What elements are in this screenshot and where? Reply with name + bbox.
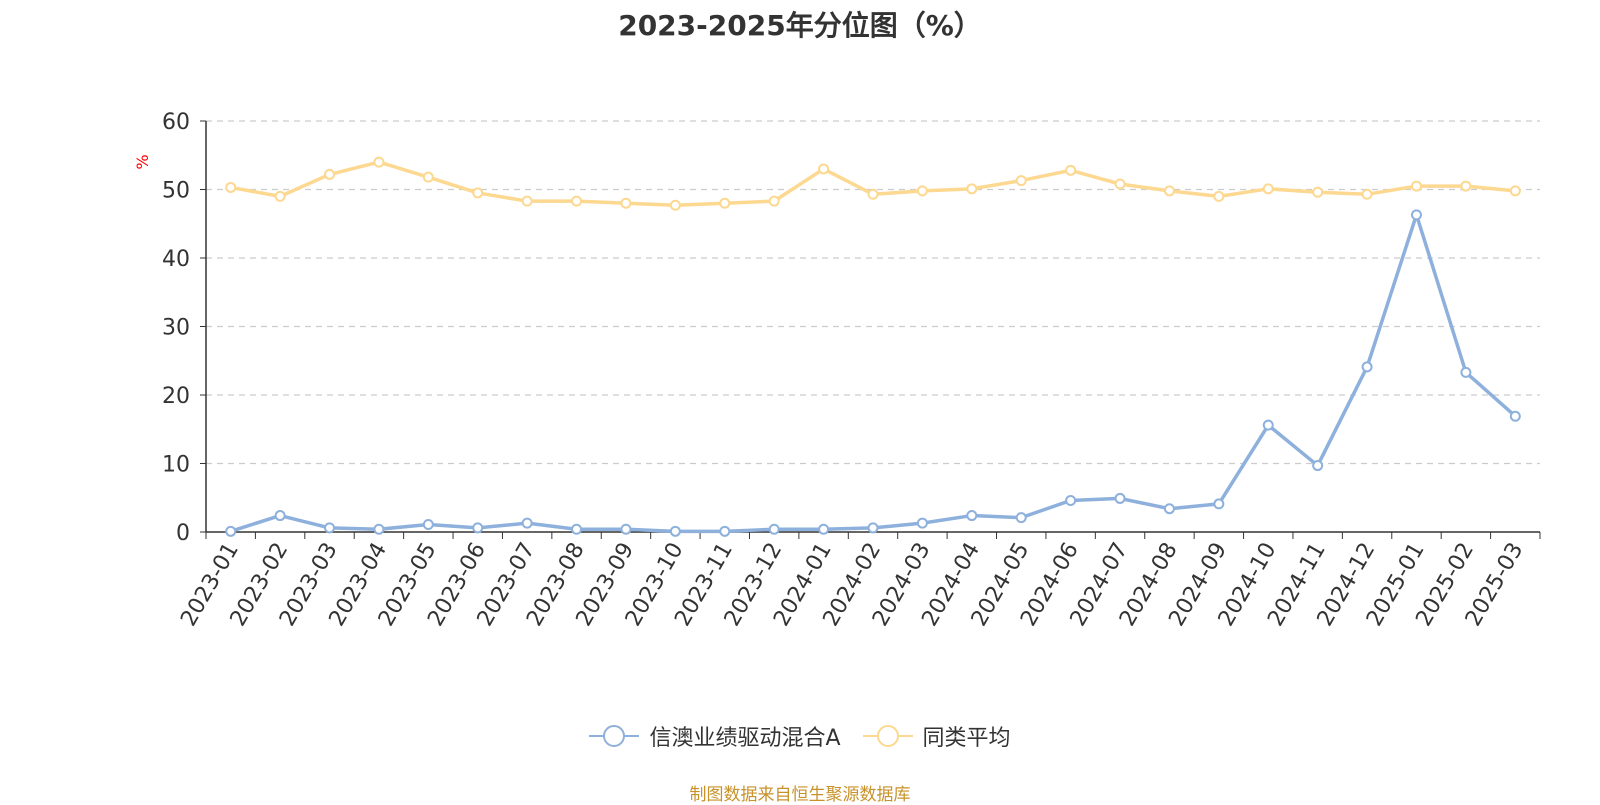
legend-item-series-1[interactable]: 信澳业绩驱动混合A [589,720,841,752]
legend-label-series-1: 信澳业绩驱动混合A [649,726,841,751]
data-point-series-2-2023-08 [571,195,583,207]
data-point-series-2-2023-02 [274,190,286,202]
data-point-series-2-2024-11 [1312,186,1324,198]
data-point-series-2-2025-01 [1410,180,1422,192]
data-point-series-1-2023-09 [620,523,632,535]
data-point-series-1-2023-11 [719,525,731,537]
data-point-series-1-2024-01 [818,523,830,535]
data-point-series-2-2023-06 [472,187,484,199]
data-point-series-1-2024-12 [1361,361,1373,373]
data-point-series-2-2023-03 [324,168,336,180]
data-point-series-2-2023-11 [719,197,731,209]
data-point-series-1-2023-04 [373,523,385,535]
data-point-series-1-2023-07 [521,517,533,529]
y-tick-label-20: 20 [162,384,190,409]
data-point-series-2-2024-04 [966,183,978,195]
y-tick-label-0: 0 [176,521,190,546]
data-point-series-1-2024-03 [916,517,928,529]
y-tick-label-40: 40 [162,247,190,272]
data-point-series-1-2023-06 [472,522,484,534]
y-tick-label-60: 60 [162,110,190,135]
y-tick-label-30: 30 [162,316,190,341]
data-point-series-2-2023-05 [422,171,434,183]
data-point-series-1-2023-05 [422,518,434,530]
data-point-series-1-2024-07 [1114,492,1126,504]
data-point-series-2-2023-09 [620,197,632,209]
data-point-series-1-2023-01 [225,525,237,537]
legend-item-series-2[interactable]: 同类平均 [862,720,1011,752]
data-point-series-1-2024-05 [1015,512,1027,524]
data-point-series-2-2024-06 [1065,164,1077,176]
data-point-series-1-2023-08 [571,523,583,535]
data-point-series-2-2025-02 [1460,180,1472,192]
y-tick-label-50: 50 [162,179,190,204]
data-point-series-1-2023-02 [274,510,286,522]
data-point-series-1-2024-11 [1312,460,1324,472]
data-point-series-2-2024-05 [1015,175,1027,187]
data-point-series-2-2023-10 [669,199,681,211]
data-point-series-2-2023-12 [768,195,780,207]
data-point-series-1-2024-04 [966,510,978,522]
data-point-series-2-2023-01 [225,181,237,193]
data-point-series-2-2024-02 [867,188,879,200]
legend-symbol-series-1 [589,725,640,747]
y-axis-label: % [133,154,152,169]
data-point-series-2-2024-10 [1262,183,1274,195]
data-point-series-2-2025-03 [1509,185,1521,197]
data-point-series-1-2024-10 [1262,419,1274,431]
data-point-series-2-2024-03 [916,185,928,197]
data-point-series-2-2024-09 [1213,190,1225,202]
data-point-series-1-2024-08 [1163,503,1175,515]
data-point-series-1-2024-09 [1213,498,1225,510]
data-point-series-1-2023-12 [768,523,780,535]
data-point-series-2-2024-07 [1114,178,1126,190]
data-point-series-2-2023-07 [521,195,533,207]
series-line-1 [230,213,1517,534]
data-point-series-2-2023-04 [373,156,385,168]
data-point-series-1-2025-01 [1410,209,1422,221]
data-point-series-2-2024-12 [1361,188,1373,200]
legend-label-series-2: 同类平均 [922,726,1011,751]
data-point-series-1-2024-02 [867,522,879,534]
legend: 信澳业绩驱动混合A 同类平均 [0,720,1600,752]
data-point-series-1-2023-10 [669,525,681,537]
data-point-series-1-2023-03 [324,522,336,534]
legend-symbol-series-2 [862,725,913,747]
y-tick-label-10: 10 [162,453,190,478]
data-point-series-2-2024-08 [1163,185,1175,197]
data-point-series-1-2024-06 [1065,494,1077,506]
source-note: 制图数据来自恒生聚源数据库 [689,785,911,805]
data-point-series-1-2025-03 [1509,410,1521,422]
data-point-series-1-2025-02 [1460,366,1472,378]
chart-title: 2023-2025年分位图（%） [618,9,982,42]
data-point-series-2-2024-01 [818,163,830,175]
